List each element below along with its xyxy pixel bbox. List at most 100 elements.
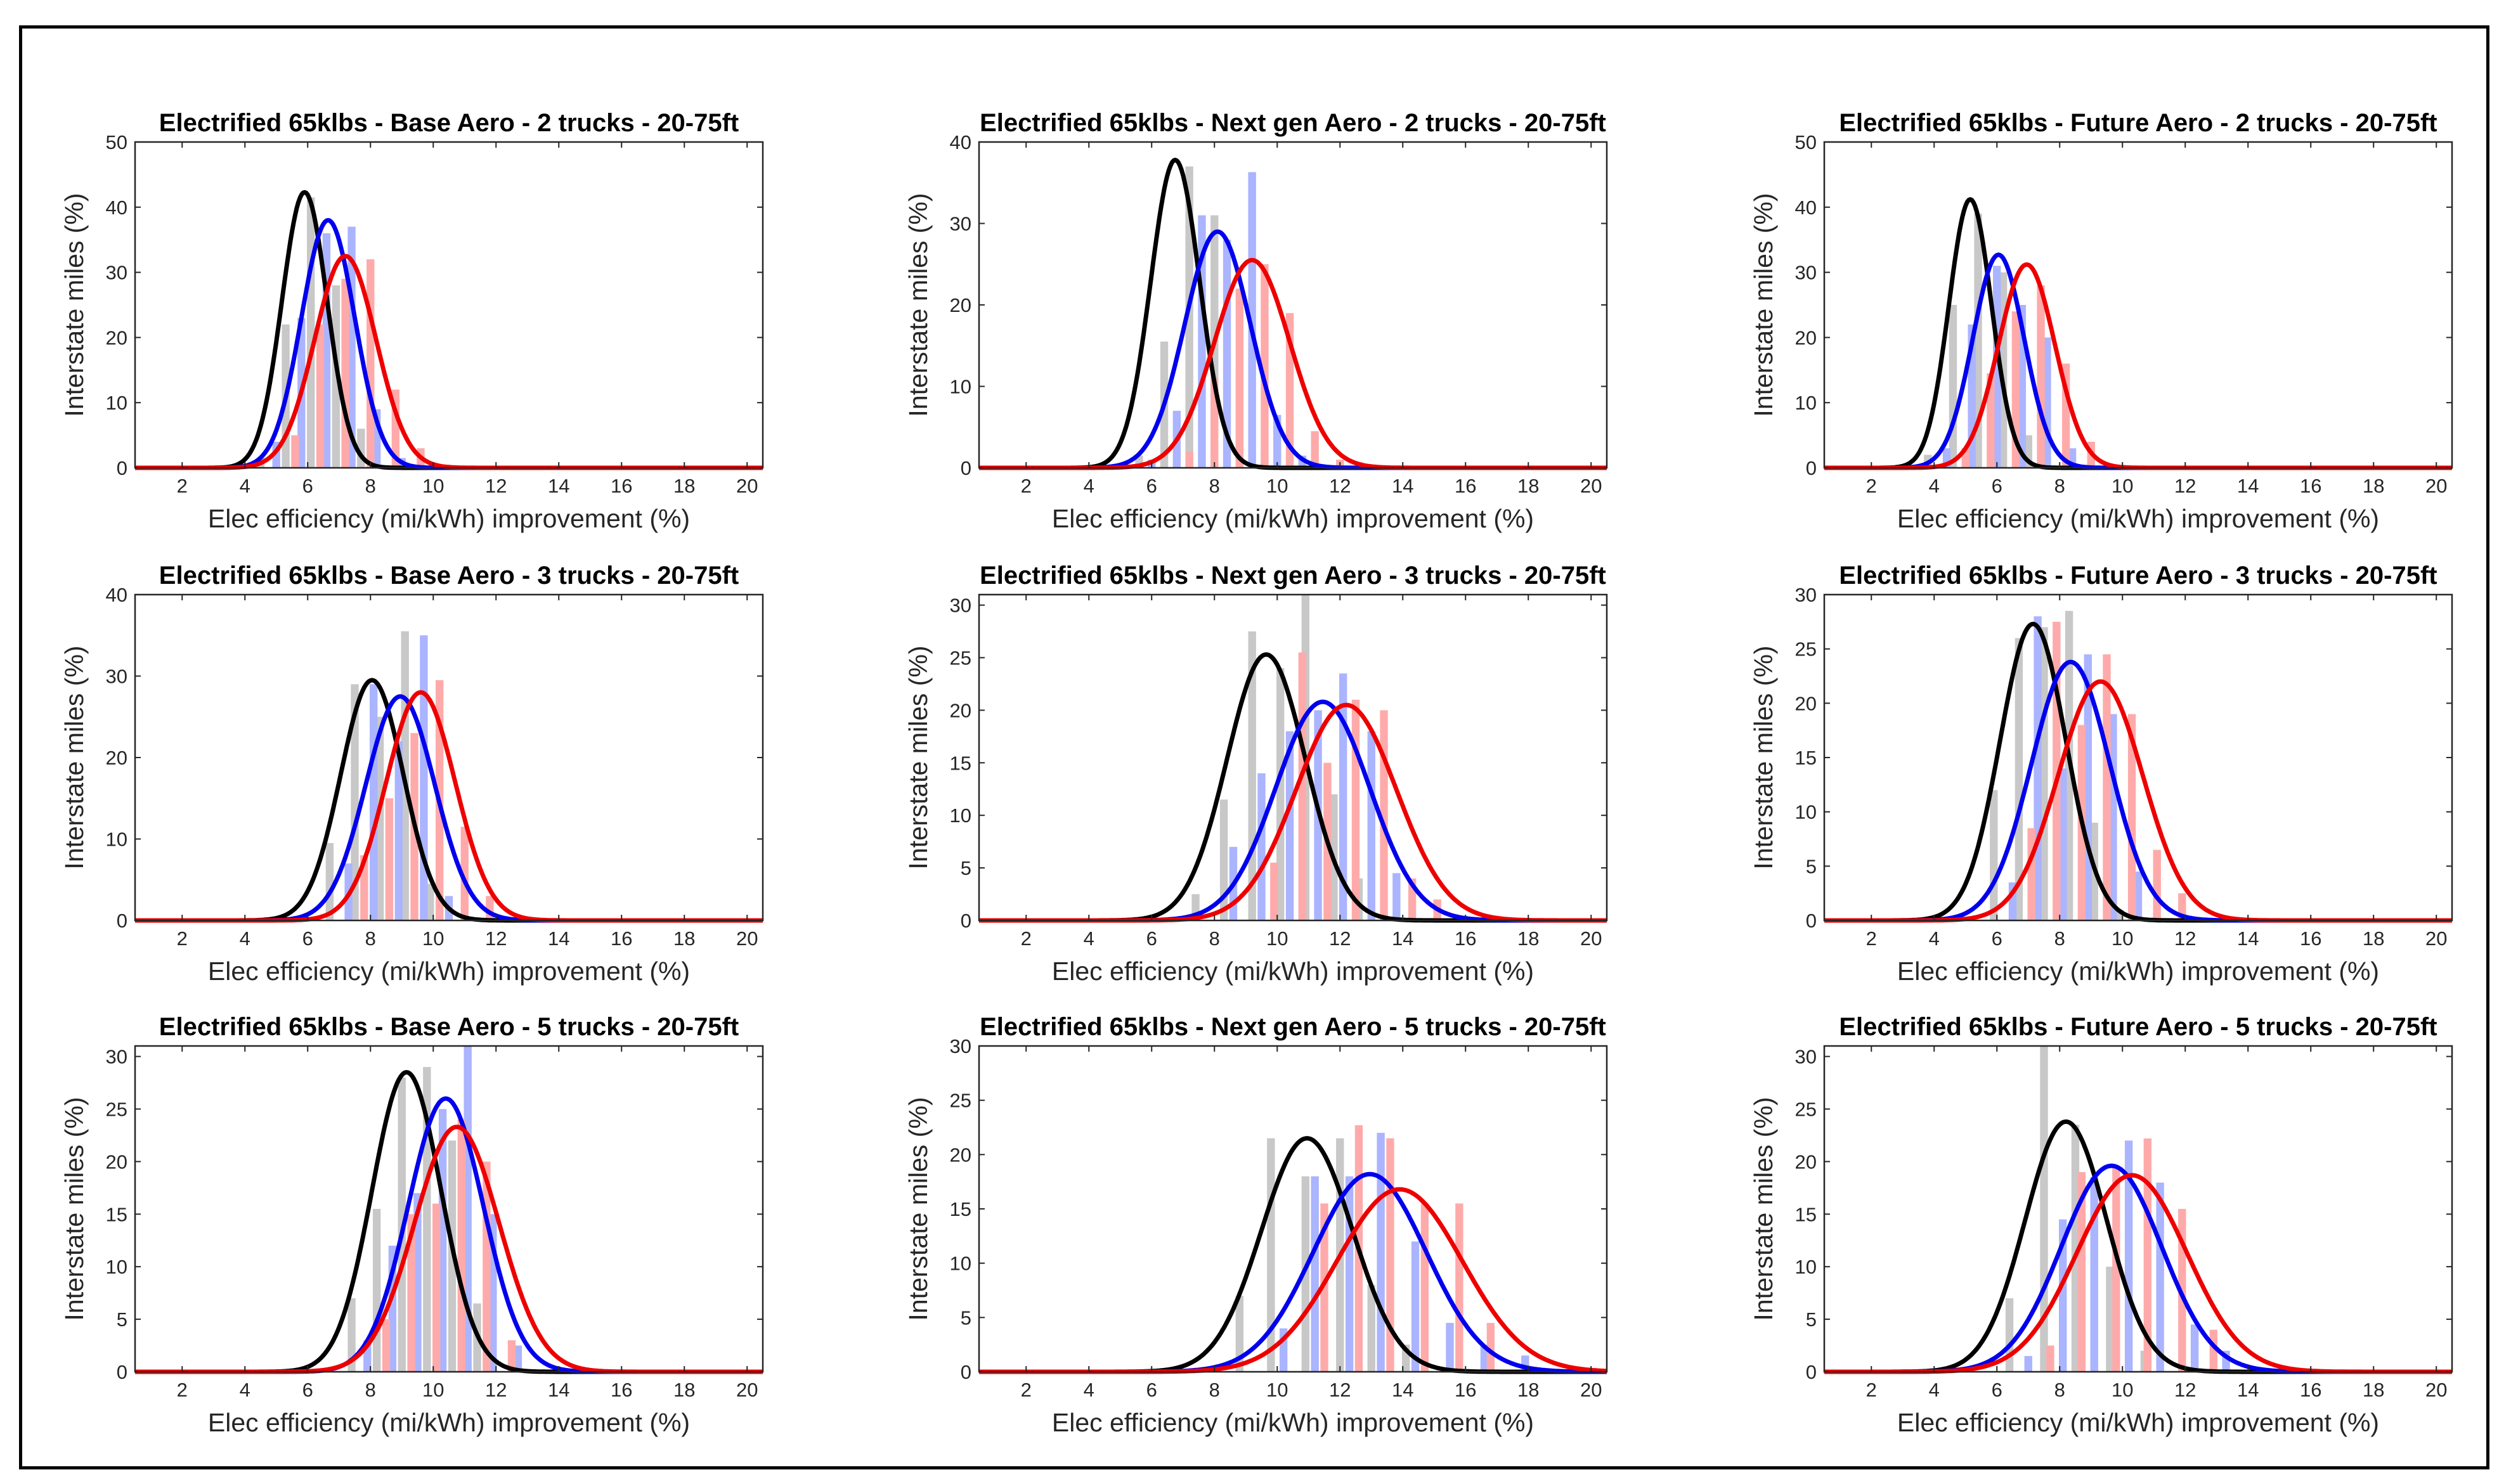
- x-tick-label: 2: [1866, 475, 1877, 497]
- bar-blue: [1446, 1323, 1453, 1372]
- x-tick-label: 12: [1329, 1379, 1351, 1401]
- bar-red: [1386, 1139, 1394, 1372]
- bar-red: [1270, 863, 1278, 920]
- chart-title: Electrified 65klbs - Next gen Aero - 2 t…: [980, 109, 1606, 137]
- y-tick-label: 10: [950, 804, 971, 827]
- chart-title: Electrified 65klbs - Next gen Aero - 5 t…: [980, 1013, 1606, 1041]
- y-tick-label: 5: [1806, 855, 1817, 877]
- chart-9: 2 4 6 8 10 12 14 16 18 20051015202530Electrified …: [1749, 1013, 2452, 1437]
- x-tick-label: 6: [1146, 475, 1157, 497]
- bar-blue: [370, 684, 377, 920]
- y-axis-label: Interstate miles (%): [60, 645, 89, 869]
- y-tick-label: 20: [1795, 692, 1817, 714]
- x-tick-label: 20: [2425, 927, 2447, 950]
- x-axis-label: Elec efficiency (mi/kWh) improvement (%): [1052, 504, 1534, 533]
- bar-blue: [1411, 1241, 1419, 1372]
- bar-red: [1421, 1203, 1429, 1372]
- bar-red: [316, 325, 324, 468]
- x-tick-label: 20: [2425, 1379, 2447, 1401]
- bar-red: [291, 436, 299, 468]
- y-tick-label: 40: [106, 584, 127, 606]
- chart-title: Electrified 65klbs - Base Aero - 5 truck…: [159, 1013, 739, 1041]
- x-tick-label: 6: [1146, 927, 1157, 950]
- x-tick-label: 12: [485, 475, 507, 497]
- x-tick-label: 10: [1266, 927, 1288, 950]
- plot-area: [1824, 142, 2452, 468]
- bar-gray: [373, 1209, 380, 1372]
- chart-7: 2 4 6 8 10 12 14 16 18 20051015202530Electrified …: [60, 1013, 763, 1437]
- x-tick-label: 2: [1866, 927, 1877, 950]
- x-tick-label: 16: [1455, 927, 1476, 950]
- x-tick-label: 10: [2112, 475, 2133, 497]
- x-tick-label: 2: [1021, 927, 1032, 950]
- bar-red: [1352, 700, 1359, 920]
- x-tick-label: 18: [673, 1379, 695, 1401]
- y-tick-label: 30: [1795, 1046, 1817, 1068]
- x-tick-label: 14: [2237, 927, 2259, 950]
- x-tick-label: 16: [611, 1379, 632, 1401]
- chart-title: Electrified 65klbs - Future Aero - 5 tru…: [1839, 1013, 2437, 1041]
- y-tick-label: 10: [1795, 1256, 1817, 1278]
- bar-red: [1455, 1203, 1463, 1372]
- y-tick-label: 40: [950, 131, 971, 153]
- x-axis-label: Elec efficiency (mi/kWh) improvement (%): [1897, 957, 2379, 986]
- x-tick-label: 18: [1517, 1379, 1539, 1401]
- y-tick-label: 15: [950, 1198, 971, 1220]
- y-axis-label: Interstate miles (%): [1749, 1097, 1778, 1320]
- bar-red: [2046, 1346, 2054, 1372]
- bar-red: [2153, 850, 2161, 920]
- y-axis-label: Interstate miles (%): [904, 645, 933, 869]
- x-tick-label: 14: [2237, 1379, 2259, 1401]
- bar-blue: [1377, 1133, 1384, 1372]
- x-tick-label: 2: [177, 475, 188, 497]
- x-tick-label: 18: [2363, 1379, 2384, 1401]
- chart-title: Electrified 65klbs - Next gen Aero - 3 t…: [980, 562, 1606, 590]
- y-tick-label: 30: [106, 666, 127, 688]
- x-tick-label: 18: [2363, 927, 2384, 950]
- y-axis-label: Interstate miles (%): [60, 193, 89, 416]
- y-tick-label: 15: [950, 752, 971, 774]
- y-tick-label: 0: [1806, 457, 1817, 479]
- x-axis-label: Elec efficiency (mi/kWh) improvement (%): [208, 1408, 690, 1437]
- y-tick-label: 0: [117, 457, 127, 479]
- x-tick-label: 2: [177, 927, 188, 950]
- x-tick-label: 14: [1392, 927, 1413, 950]
- y-tick-label: 20: [106, 326, 127, 349]
- x-tick-label: 16: [1455, 1379, 1476, 1401]
- x-tick-label: 10: [422, 927, 444, 950]
- x-tick-label: 20: [736, 475, 758, 497]
- x-axis-label: Elec efficiency (mi/kWh) improvement (%): [1897, 1408, 2379, 1437]
- y-axis-label: Interstate miles (%): [60, 1097, 89, 1320]
- plot-area: [135, 142, 763, 468]
- x-tick-label: 10: [1266, 475, 1288, 497]
- bar-blue: [1257, 773, 1265, 920]
- bar-red: [386, 798, 393, 920]
- bar-red: [1236, 288, 1243, 468]
- y-tick-label: 20: [1795, 1151, 1817, 1173]
- y-tick-label: 30: [950, 595, 971, 617]
- y-tick-label: 15: [1795, 1203, 1817, 1225]
- chart-1: 2 4 6 8 10 12 14 16 18 20 0 10 20 30 40 50 Electrified 6…: [60, 109, 763, 533]
- x-tick-label: 20: [736, 927, 758, 950]
- x-tick-label: 8: [365, 927, 376, 950]
- x-tick-label: 16: [2300, 475, 2321, 497]
- bar-blue: [2091, 1177, 2098, 1372]
- chart-8: 2 4 6 8 10 12 14 16 18 20051015202530Electrified …: [904, 1013, 1607, 1437]
- y-tick-label: 10: [950, 1253, 971, 1275]
- x-tick-label: 12: [1329, 475, 1351, 497]
- y-tick-label: 10: [1795, 392, 1817, 414]
- bar-blue: [2025, 1356, 2032, 1372]
- x-tick-label: 20: [736, 1379, 758, 1401]
- x-tick-label: 18: [673, 475, 695, 497]
- x-tick-label: 8: [2054, 927, 2065, 950]
- x-tick-label: 8: [1209, 475, 1220, 497]
- x-tick-label: 6: [1146, 1379, 1157, 1401]
- x-axis-label: Elec efficiency (mi/kWh) improvement (%): [1052, 957, 1534, 986]
- x-tick-label: 20: [1580, 1379, 1602, 1401]
- x-tick-label: 8: [2054, 475, 2065, 497]
- x-tick-label: 8: [365, 1379, 376, 1401]
- y-tick-label: 40: [1795, 197, 1817, 219]
- x-axis-label: Elec efficiency (mi/kWh) improvement (%): [208, 957, 690, 986]
- x-tick-label: 6: [1992, 927, 2002, 950]
- y-tick-label: 30: [106, 1046, 127, 1068]
